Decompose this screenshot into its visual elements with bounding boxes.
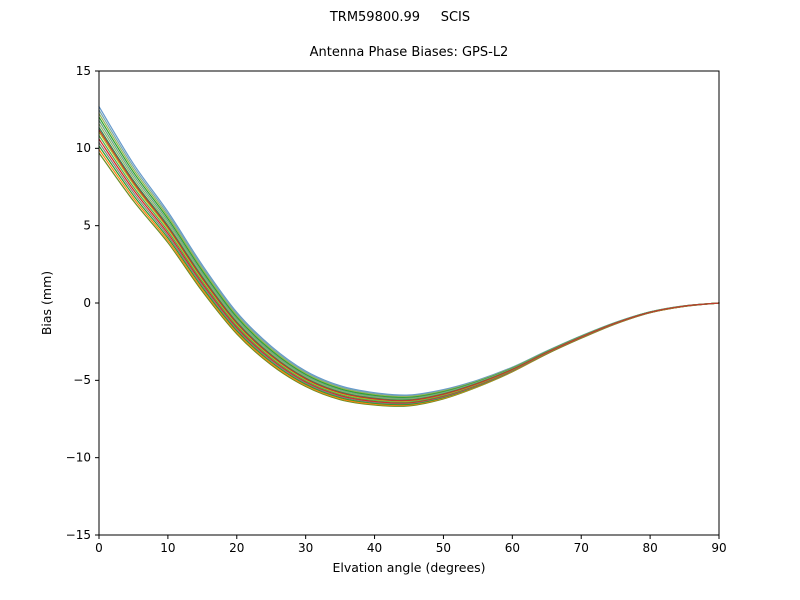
y-tick-label: 15 bbox=[76, 64, 91, 78]
axes-spines bbox=[98, 70, 720, 536]
y-axis-label: Bias (mm) bbox=[39, 270, 54, 336]
x-tick-label: 30 bbox=[298, 541, 313, 555]
y-tick-label: −10 bbox=[66, 451, 91, 465]
x-tick-label: 70 bbox=[574, 541, 589, 555]
x-tick-label: 90 bbox=[711, 541, 726, 555]
y-tick-label: 10 bbox=[76, 141, 91, 155]
x-axis-label: Elvation angle (degrees) bbox=[332, 560, 486, 575]
x-tick-label: 80 bbox=[642, 541, 657, 555]
y-tick-label: −15 bbox=[66, 528, 91, 542]
series-line-curve-08 bbox=[98, 129, 720, 402]
y-tick-label: −5 bbox=[73, 373, 91, 387]
x-tick-label: 10 bbox=[160, 541, 175, 555]
x-tick-label: 40 bbox=[367, 541, 382, 555]
figure-suptitle: TRM59800.99 SCIS bbox=[329, 10, 471, 25]
x-tick-label: 50 bbox=[436, 541, 451, 555]
chart-title: Antenna Phase Biases: GPS-L2 bbox=[309, 45, 509, 60]
x-tick-label: 60 bbox=[505, 541, 520, 555]
y-tick-label: 0 bbox=[83, 296, 91, 310]
x-tick-label: 20 bbox=[229, 541, 244, 555]
y-tick-label: 5 bbox=[83, 219, 91, 233]
x-tick-label: 0 bbox=[95, 541, 103, 555]
series-line-curve-01 bbox=[98, 152, 720, 407]
